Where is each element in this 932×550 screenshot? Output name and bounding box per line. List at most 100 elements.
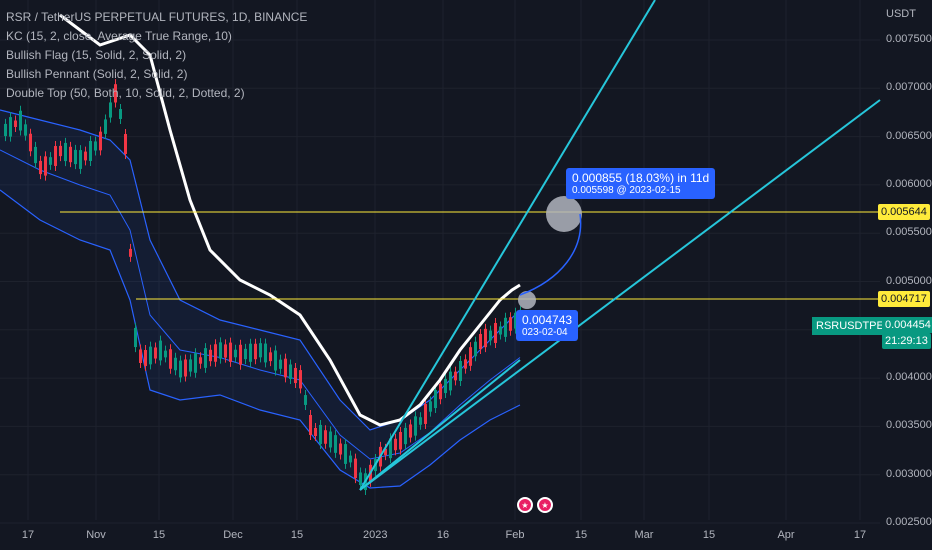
candle-body bbox=[89, 141, 92, 161]
moving-average-line bbox=[59, 13, 521, 427]
candle-body bbox=[494, 323, 497, 343]
time-tick-label: 15 bbox=[290, 529, 304, 541]
candle-body bbox=[24, 124, 27, 136]
us-flag-event-icon[interactable]: ★ bbox=[537, 497, 553, 513]
legend-indicator[interactable]: KC (15, 2, close, Average True Range, 10… bbox=[6, 29, 232, 43]
time-tick-label: Mar bbox=[634, 529, 654, 541]
legend-indicator[interactable]: Double Top (50, Both, 10, Solid, 2, Dott… bbox=[6, 86, 245, 100]
candle-body bbox=[319, 424, 322, 445]
chart-legend: RSR / TetherUS PERPETUAL FUTURES, 1D, BI… bbox=[6, 8, 307, 103]
candle-body bbox=[174, 357, 177, 371]
candle-body bbox=[204, 348, 207, 368]
candle-body bbox=[114, 84, 117, 103]
candle-body bbox=[284, 358, 287, 378]
time-tick-label: Feb bbox=[505, 529, 525, 541]
price-tick-label: 0.007500 bbox=[886, 33, 932, 45]
candle-body bbox=[414, 416, 417, 436]
chart-grid bbox=[0, 0, 880, 524]
candle-body bbox=[349, 455, 352, 463]
candle-body bbox=[229, 342, 232, 362]
candle-body bbox=[479, 333, 482, 350]
price-axis[interactable]: USDT bbox=[880, 0, 932, 550]
candle-body bbox=[354, 458, 357, 479]
candle-body bbox=[9, 117, 12, 137]
candle-body bbox=[144, 350, 147, 366]
candle-body bbox=[429, 401, 432, 412]
candle-body bbox=[159, 340, 162, 361]
candle-body bbox=[514, 312, 517, 329]
candle-body bbox=[34, 146, 37, 164]
candle-body bbox=[504, 317, 507, 337]
trendline-upper-wide bbox=[359, 99, 881, 491]
price-tick-label: 0.005000 bbox=[886, 274, 932, 287]
time-tick-label: Dec bbox=[223, 529, 243, 541]
target-callout[interactable]: 0.000855 (18.03%) in 11d 0.005598 @ 2023… bbox=[566, 168, 716, 199]
candle-body bbox=[219, 342, 222, 359]
candle-body bbox=[14, 120, 17, 127]
price-tick-label: 0.006000 bbox=[886, 177, 932, 190]
time-tick-label: 15 bbox=[574, 529, 588, 541]
candle-body bbox=[304, 395, 307, 405]
time-tick-label: 15 bbox=[152, 529, 166, 541]
candle-body bbox=[339, 443, 342, 455]
candle-body bbox=[389, 438, 392, 459]
candle-body bbox=[69, 146, 72, 163]
candle-body bbox=[104, 119, 107, 134]
trendline-upper-steep bbox=[359, 0, 656, 491]
candle-body bbox=[244, 348, 247, 360]
price-tick-label: 0.007000 bbox=[886, 81, 932, 94]
candle-body bbox=[424, 404, 427, 424]
candle-body bbox=[249, 343, 252, 362]
axis-currency: USDT bbox=[886, 8, 916, 20]
candle-body bbox=[129, 248, 132, 257]
candle-body bbox=[384, 448, 387, 456]
legend-indicator[interactable]: Bullish Pennant (Solid, 2, Solid, 2) bbox=[6, 67, 188, 81]
candle-body bbox=[464, 359, 467, 369]
candle-body bbox=[404, 427, 407, 445]
candle-body bbox=[289, 364, 292, 379]
candle-body bbox=[154, 347, 157, 359]
candle-body bbox=[239, 344, 242, 365]
candle-body bbox=[149, 346, 152, 365]
candle-body bbox=[164, 350, 167, 358]
candle-body bbox=[329, 431, 332, 448]
candle-body bbox=[184, 359, 187, 377]
us-flag-event-icon[interactable]: ★ bbox=[517, 497, 533, 513]
candle-body bbox=[474, 341, 477, 357]
candle-body bbox=[109, 102, 112, 118]
keltner-lower-band bbox=[0, 189, 521, 489]
legend-indicator[interactable]: Bullish Flag (15, Solid, 2, Solid, 2) bbox=[6, 48, 187, 62]
candle-body bbox=[254, 343, 257, 360]
candle-body bbox=[94, 141, 97, 151]
level-high-tag: 0.005644 bbox=[878, 204, 930, 220]
candlesticks bbox=[4, 79, 522, 496]
price-tick-label: 0.004000 bbox=[886, 371, 932, 384]
candle-body bbox=[64, 142, 67, 162]
keltner-middle-line bbox=[0, 149, 521, 460]
price-tick-label: 0.006500 bbox=[886, 129, 932, 142]
candle-body bbox=[409, 424, 412, 438]
point-callout[interactable]: 0.004743 023-02-04 bbox=[516, 310, 579, 341]
candle-body bbox=[79, 150, 82, 169]
time-tick-label: 17 bbox=[853, 529, 867, 541]
candle-body bbox=[399, 432, 402, 450]
candle-body bbox=[234, 349, 237, 358]
candle-body bbox=[134, 327, 137, 348]
point-marker bbox=[518, 291, 536, 309]
candle-body bbox=[394, 438, 397, 451]
candle-body bbox=[309, 415, 312, 435]
candle-body bbox=[359, 472, 362, 486]
candle-body bbox=[54, 146, 57, 166]
candle-body bbox=[419, 417, 422, 425]
level-low-tag: 0.004717 bbox=[878, 291, 930, 307]
keltner-band-fill bbox=[0, 110, 520, 488]
candle-body bbox=[39, 160, 42, 175]
candle-body bbox=[169, 349, 172, 369]
price-tick-label: 0.002500 bbox=[886, 516, 932, 528]
candle-body bbox=[4, 123, 7, 137]
candle-body bbox=[444, 378, 447, 394]
candle-body bbox=[44, 156, 47, 176]
target-callout-sub: 0.005598 @ 2023-02-15 bbox=[572, 185, 681, 196]
candle-body bbox=[199, 357, 202, 364]
